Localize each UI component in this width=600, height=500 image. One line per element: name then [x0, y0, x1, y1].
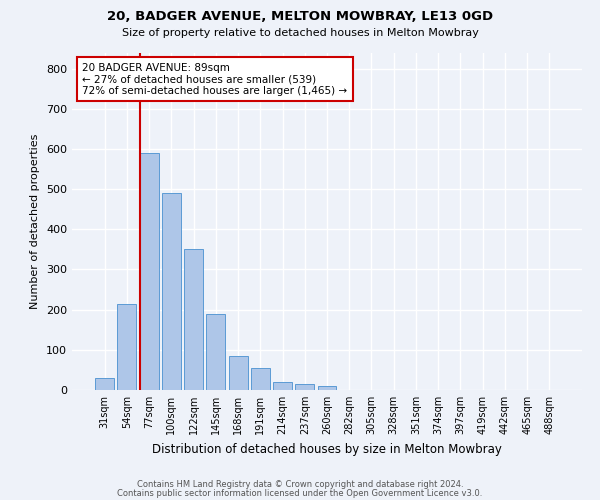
Text: Contains public sector information licensed under the Open Government Licence v3: Contains public sector information licen… [118, 488, 482, 498]
Bar [229, 356, 248, 390]
Text: 20, BADGER AVENUE, MELTON MOWBRAY, LE13 0GD: 20, BADGER AVENUE, MELTON MOWBRAY, LE13 … [107, 10, 493, 23]
Text: 20 BADGER AVENUE: 89sqm
← 27% of detached houses are smaller (539)
72% of semi-d: 20 BADGER AVENUE: 89sqm ← 27% of detache… [82, 62, 347, 96]
X-axis label: Distribution of detached houses by size in Melton Mowbray: Distribution of detached houses by size … [152, 442, 502, 456]
Bar [206, 314, 225, 390]
Bar [184, 250, 203, 390]
Bar [140, 153, 158, 390]
Y-axis label: Number of detached properties: Number of detached properties [31, 134, 40, 309]
Bar [95, 378, 114, 390]
Bar [162, 193, 181, 390]
Bar [317, 386, 337, 390]
Text: Contains HM Land Registry data © Crown copyright and database right 2024.: Contains HM Land Registry data © Crown c… [137, 480, 463, 489]
Text: Size of property relative to detached houses in Melton Mowbray: Size of property relative to detached ho… [122, 28, 478, 38]
Bar [251, 368, 270, 390]
Bar [295, 384, 314, 390]
Bar [118, 304, 136, 390]
Bar [273, 382, 292, 390]
